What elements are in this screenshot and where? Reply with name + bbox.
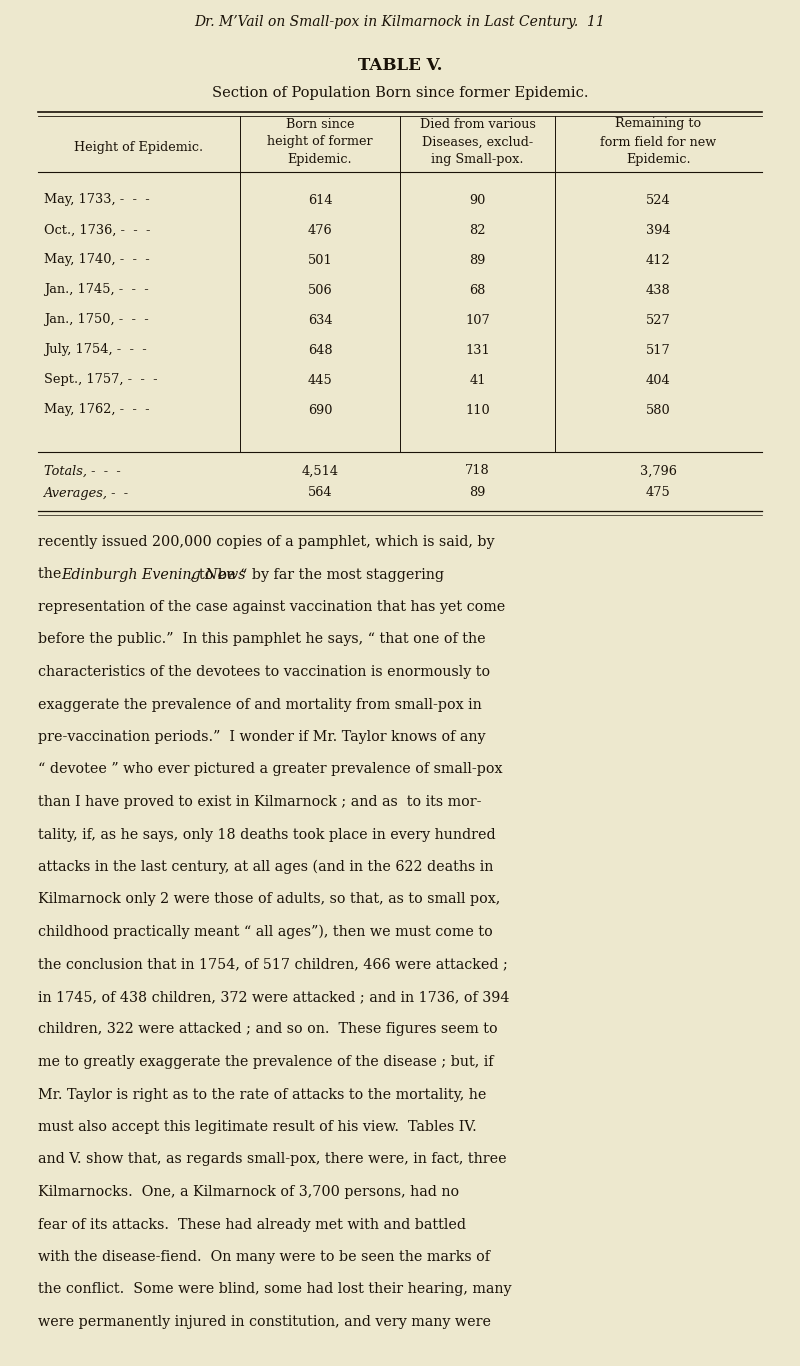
Text: May, 1733, -  -  -: May, 1733, - - - xyxy=(44,194,150,206)
Text: 110: 110 xyxy=(465,403,490,417)
Text: childhood practically meant “ all ages”), then we must come to: childhood practically meant “ all ages”)… xyxy=(38,925,493,940)
Text: Kilmarnock only 2 were those of adults, so that, as to small pox,: Kilmarnock only 2 were those of adults, … xyxy=(38,892,500,907)
Text: 445: 445 xyxy=(308,373,332,387)
Text: Dr. M’Vail on Small-pox in Kilmarnock in Last Century.  11: Dr. M’Vail on Small-pox in Kilmarnock in… xyxy=(194,15,606,29)
Text: me to greatly exaggerate the prevalence of the disease ; but, if: me to greatly exaggerate the prevalence … xyxy=(38,1055,494,1070)
Text: 131: 131 xyxy=(465,343,490,357)
Text: 476: 476 xyxy=(308,224,332,236)
Text: 90: 90 xyxy=(470,194,486,206)
Text: the: the xyxy=(38,567,66,582)
Text: must also accept this legitimate result of his view.  Tables IV.: must also accept this legitimate result … xyxy=(38,1120,477,1134)
Text: May, 1740, -  -  -: May, 1740, - - - xyxy=(44,254,150,266)
Text: children, 322 were attacked ; and so on.  These figures seem to: children, 322 were attacked ; and so on.… xyxy=(38,1023,498,1037)
Text: pre-vaccination periods.”  I wonder if Mr. Taylor knows of any: pre-vaccination periods.” I wonder if Mr… xyxy=(38,729,486,744)
Text: tality, if, as he says, only 18 deaths took place in every hundred: tality, if, as he says, only 18 deaths t… xyxy=(38,828,496,841)
Text: , to be “ by far the most staggering: , to be “ by far the most staggering xyxy=(190,567,444,582)
Text: the conclusion that in 1754, of 517 children, 466 were attacked ;: the conclusion that in 1754, of 517 chil… xyxy=(38,958,508,971)
Text: Oct., 1736, -  -  -: Oct., 1736, - - - xyxy=(44,224,150,236)
Text: “ devotee ” who ever pictured a greater prevalence of small-pox: “ devotee ” who ever pictured a greater … xyxy=(38,762,502,776)
Text: Height of Epidemic.: Height of Epidemic. xyxy=(74,142,203,154)
Text: Averages, -  -: Averages, - - xyxy=(44,486,129,500)
Text: Remaining to
form field for new
Epidemic.: Remaining to form field for new Epidemic… xyxy=(601,117,717,167)
Text: 614: 614 xyxy=(308,194,332,206)
Text: than I have proved to exist in Kilmarnock ; and as  to its mor-: than I have proved to exist in Kilmarnoc… xyxy=(38,795,482,809)
Text: before the public.”  In this pamphlet he says, “ that one of the: before the public.” In this pamphlet he … xyxy=(38,632,486,646)
Text: recently issued 200,000 copies of a pamphlet, which is said, by: recently issued 200,000 copies of a pamp… xyxy=(38,535,494,549)
Text: exaggerate the prevalence of and mortality from small-pox in: exaggerate the prevalence of and mortali… xyxy=(38,698,482,712)
Text: the conflict.  Some were blind, some had lost their hearing, many: the conflict. Some were blind, some had … xyxy=(38,1283,511,1296)
Text: 634: 634 xyxy=(308,314,332,326)
Text: in 1745, of 438 children, 372 were attacked ; and in 1736, of 394: in 1745, of 438 children, 372 were attac… xyxy=(38,990,510,1004)
Text: 4,514: 4,514 xyxy=(302,464,338,478)
Text: 394: 394 xyxy=(646,224,671,236)
Text: Jan., 1745, -  -  -: Jan., 1745, - - - xyxy=(44,284,149,296)
Text: Edinburgh Evening News: Edinburgh Evening News xyxy=(62,567,246,582)
Text: Died from various
Diseases, exclud-
ing Small-pox.: Died from various Diseases, exclud- ing … xyxy=(419,117,535,167)
Text: 412: 412 xyxy=(646,254,671,266)
Text: 107: 107 xyxy=(465,314,490,326)
Text: Sept., 1757, -  -  -: Sept., 1757, - - - xyxy=(44,373,158,387)
Text: July, 1754, -  -  -: July, 1754, - - - xyxy=(44,343,146,357)
Text: 68: 68 xyxy=(470,284,486,296)
Text: 524: 524 xyxy=(646,194,671,206)
Text: characteristics of the devotees to vaccination is enormously to: characteristics of the devotees to vacci… xyxy=(38,665,490,679)
Text: were permanently injured in constitution, and very many were: were permanently injured in constitution… xyxy=(38,1315,491,1329)
Text: 438: 438 xyxy=(646,284,671,296)
Text: Totals, -  -  -: Totals, - - - xyxy=(44,464,121,478)
Text: 475: 475 xyxy=(646,486,671,500)
Text: 89: 89 xyxy=(470,254,486,266)
Text: 501: 501 xyxy=(308,254,332,266)
Text: 690: 690 xyxy=(308,403,332,417)
Text: 580: 580 xyxy=(646,403,671,417)
Text: 718: 718 xyxy=(465,464,490,478)
Text: 564: 564 xyxy=(308,486,332,500)
Text: 82: 82 xyxy=(470,224,486,236)
Text: 517: 517 xyxy=(646,343,671,357)
Text: TABLE V.: TABLE V. xyxy=(358,56,442,74)
Text: 89: 89 xyxy=(470,486,486,500)
Text: 41: 41 xyxy=(470,373,486,387)
Text: representation of the case against vaccination that has yet come: representation of the case against vacci… xyxy=(38,600,506,613)
Text: May, 1762, -  -  -: May, 1762, - - - xyxy=(44,403,150,417)
Text: 506: 506 xyxy=(308,284,332,296)
Text: Kilmarnocks.  One, a Kilmarnock of 3,700 persons, had no: Kilmarnocks. One, a Kilmarnock of 3,700 … xyxy=(38,1184,459,1199)
Text: 3,796: 3,796 xyxy=(640,464,677,478)
Text: 648: 648 xyxy=(308,343,332,357)
Text: 404: 404 xyxy=(646,373,671,387)
Text: Jan., 1750, -  -  -: Jan., 1750, - - - xyxy=(44,314,149,326)
Text: 527: 527 xyxy=(646,314,671,326)
Text: attacks in the last century, at all ages (and in the 622 deaths in: attacks in the last century, at all ages… xyxy=(38,859,494,874)
Text: Born since
height of former
Epidemic.: Born since height of former Epidemic. xyxy=(267,117,373,167)
Text: fear of its attacks.  These had already met with and battled: fear of its attacks. These had already m… xyxy=(38,1217,466,1232)
Text: with the disease-fiend.  On many were to be seen the marks of: with the disease-fiend. On many were to … xyxy=(38,1250,490,1264)
Text: and V. show that, as regards small-pox, there were, in fact, three: and V. show that, as regards small-pox, … xyxy=(38,1153,506,1167)
Text: Mr. Taylor is right as to the rate of attacks to the mortality, he: Mr. Taylor is right as to the rate of at… xyxy=(38,1087,486,1101)
Text: Section of Population Born since former Epidemic.: Section of Population Born since former … xyxy=(212,86,588,100)
